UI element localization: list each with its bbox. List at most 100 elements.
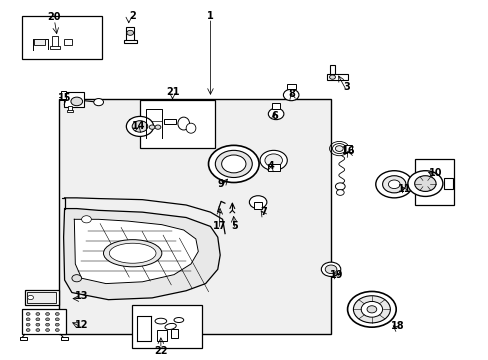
Circle shape [366, 306, 376, 313]
Circle shape [45, 318, 49, 321]
Circle shape [221, 155, 245, 173]
Bar [20, 337, 27, 340]
Circle shape [260, 150, 287, 170]
Circle shape [55, 312, 59, 315]
Bar [63, 39, 72, 45]
Bar [25, 290, 59, 305]
Text: 4: 4 [267, 161, 274, 171]
Circle shape [36, 323, 40, 326]
Text: 22: 22 [154, 346, 167, 356]
Bar [157, 330, 166, 341]
Bar [126, 27, 134, 41]
Bar [63, 93, 84, 107]
Circle shape [26, 312, 30, 315]
Text: 6: 6 [271, 111, 278, 121]
Bar [59, 99, 330, 334]
Ellipse shape [109, 243, 156, 263]
Circle shape [81, 216, 91, 223]
Circle shape [264, 154, 282, 167]
Circle shape [215, 150, 252, 177]
Circle shape [55, 318, 59, 321]
Bar [343, 145, 352, 152]
Text: 14: 14 [131, 121, 145, 131]
Text: 11: 11 [397, 184, 411, 194]
Bar [22, 309, 65, 334]
Circle shape [335, 183, 345, 190]
Circle shape [353, 296, 389, 323]
Bar [128, 119, 141, 127]
Bar [61, 337, 67, 340]
Circle shape [375, 171, 412, 198]
Circle shape [55, 329, 59, 332]
Bar [267, 164, 279, 171]
Ellipse shape [178, 117, 189, 130]
Circle shape [72, 275, 81, 282]
Bar [67, 111, 73, 112]
Bar [329, 65, 335, 74]
Bar [34, 39, 45, 45]
Circle shape [26, 323, 30, 326]
Circle shape [26, 318, 30, 321]
Circle shape [387, 180, 399, 189]
Text: 20: 20 [47, 13, 61, 22]
Text: 13: 13 [75, 291, 88, 301]
Text: 10: 10 [428, 168, 442, 178]
Circle shape [36, 318, 40, 321]
Circle shape [335, 146, 343, 152]
Ellipse shape [164, 323, 176, 329]
Circle shape [325, 265, 336, 274]
Circle shape [132, 121, 147, 132]
Text: 12: 12 [75, 320, 88, 330]
Circle shape [414, 176, 435, 192]
Circle shape [347, 292, 395, 327]
Text: 15: 15 [58, 93, 71, 103]
Circle shape [36, 312, 40, 315]
Polygon shape [74, 219, 198, 284]
Circle shape [336, 190, 344, 195]
Text: 7: 7 [260, 207, 267, 217]
Bar [22, 16, 102, 59]
Text: 3: 3 [343, 82, 349, 92]
Circle shape [36, 329, 40, 332]
Text: 18: 18 [390, 321, 404, 332]
Ellipse shape [174, 318, 183, 323]
Text: 21: 21 [165, 87, 179, 98]
Bar [414, 158, 453, 205]
Circle shape [283, 89, 298, 101]
Circle shape [45, 312, 49, 315]
Bar [140, 100, 215, 148]
Text: 2: 2 [129, 11, 136, 21]
Circle shape [149, 125, 155, 129]
Bar [68, 106, 72, 111]
Polygon shape [63, 208, 220, 300]
Bar [50, 46, 60, 49]
Circle shape [382, 176, 405, 193]
Circle shape [94, 99, 103, 106]
Circle shape [268, 108, 284, 120]
Bar [170, 329, 178, 338]
Bar [443, 178, 452, 189]
Text: 16: 16 [342, 147, 355, 157]
Bar [164, 118, 176, 123]
Text: 19: 19 [329, 270, 343, 280]
Text: 5: 5 [231, 221, 238, 231]
Bar [52, 36, 58, 47]
Bar [123, 40, 136, 43]
Circle shape [321, 262, 340, 276]
Text: 8: 8 [288, 89, 295, 99]
Circle shape [208, 145, 259, 183]
Circle shape [361, 301, 382, 317]
Circle shape [126, 116, 153, 136]
Text: 1: 1 [206, 11, 213, 21]
Circle shape [155, 125, 161, 129]
Circle shape [55, 323, 59, 326]
Circle shape [126, 30, 133, 35]
Bar [326, 74, 347, 80]
Circle shape [407, 171, 442, 197]
Circle shape [26, 329, 30, 332]
Bar [27, 292, 56, 303]
Bar [131, 305, 202, 348]
Circle shape [45, 329, 49, 332]
Bar [286, 84, 295, 89]
Ellipse shape [155, 318, 166, 324]
